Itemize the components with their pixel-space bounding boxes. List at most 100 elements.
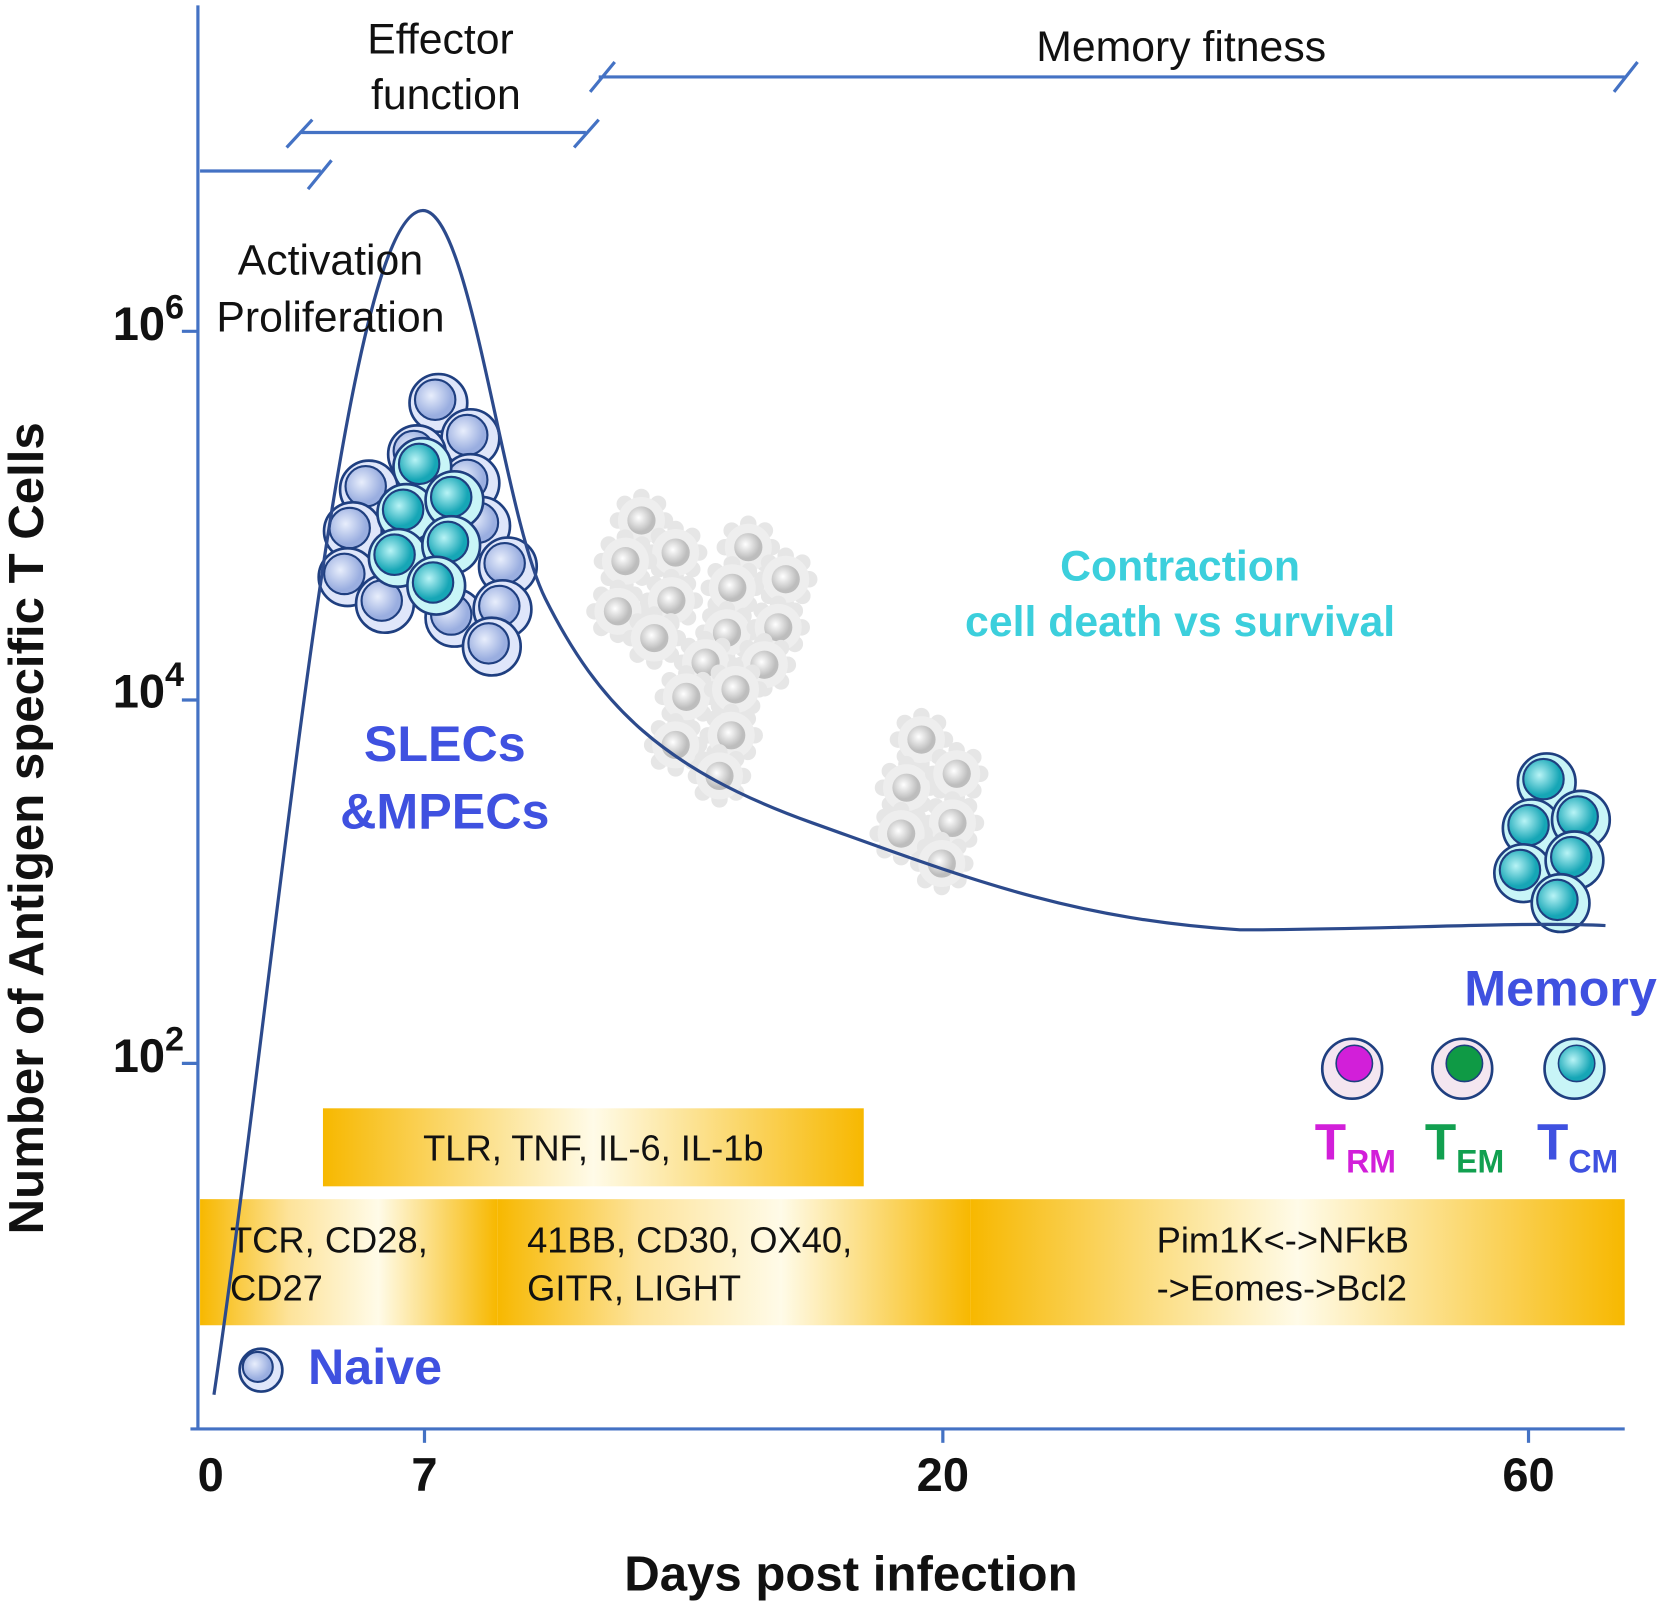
cell-nucleus <box>721 675 750 704</box>
signal-label: TCR, CD28, <box>230 1220 428 1261</box>
cell <box>622 606 687 670</box>
tick-exponent: 4 <box>165 656 184 694</box>
population-curve <box>212 208 1606 1395</box>
signal-label: TLR, TNF, IL-6, IL-1b <box>423 1128 764 1169</box>
cell <box>869 801 933 866</box>
cell <box>238 1347 284 1393</box>
phase-label: Activation <box>238 237 423 285</box>
x-tick-label: 7 <box>411 1448 437 1501</box>
subset-label: TEM <box>1425 1114 1504 1180</box>
cell-nucleus <box>907 725 936 754</box>
cell <box>1530 872 1591 934</box>
cell-nucleus <box>429 475 473 519</box>
subset-label: TCM <box>1537 1114 1618 1180</box>
x-tick-label: 60 <box>1502 1448 1554 1501</box>
signal-bar <box>200 1199 498 1326</box>
cell-nucleus <box>672 682 701 711</box>
y-tick-label: 106 <box>113 288 184 349</box>
cell-nucleus <box>1550 835 1593 879</box>
tick-base: 10 <box>113 1029 165 1082</box>
cell-nucleus <box>411 561 455 604</box>
cells <box>238 372 1612 1393</box>
signal-label: GITR, LIGHT <box>527 1268 741 1309</box>
cell-nucleus <box>938 808 967 838</box>
phase-label: cell death vs survival <box>965 598 1395 646</box>
phase-label: Proliferation <box>216 293 444 341</box>
x-axis-title: Days post infection <box>624 1546 1077 1601</box>
cell-nucleus <box>467 622 510 665</box>
signal-label: Pim1K<->NFkB <box>1157 1220 1409 1261</box>
cell <box>406 555 467 616</box>
signal-bar <box>970 1199 1625 1326</box>
subset-nucleus <box>1335 1044 1374 1083</box>
cell-nucleus <box>611 546 640 576</box>
cell-nucleus <box>718 573 747 602</box>
subset-nucleus <box>1557 1044 1596 1083</box>
phase-label: function <box>371 71 521 119</box>
cell-nucleus <box>657 586 686 615</box>
subset-nucleus <box>1445 1044 1484 1083</box>
cell <box>593 529 658 593</box>
population-label: Naive <box>308 1339 442 1395</box>
subset-main: T <box>1537 1114 1568 1171</box>
cell-nucleus <box>892 773 921 802</box>
cell-nucleus <box>323 552 366 596</box>
cell <box>746 595 810 660</box>
cell-nucleus <box>705 761 734 791</box>
cell <box>424 469 485 531</box>
cell <box>703 657 768 722</box>
memory-subsets: TRM TEM TCM <box>1315 1037 1618 1180</box>
cell-nucleus <box>445 413 489 457</box>
subset-sub: RM <box>1346 1143 1396 1179</box>
cell-nucleus <box>603 597 633 626</box>
cell-nucleus <box>373 533 416 576</box>
cell-nucleus <box>942 759 971 788</box>
subset-main: T <box>1315 1114 1346 1171</box>
cell-nucleus <box>764 613 793 642</box>
signal-label: ->Eomes->Bcl2 <box>1157 1268 1407 1309</box>
subset-sub: CM <box>1568 1143 1618 1179</box>
cell-nucleus <box>734 533 763 562</box>
y-tick-label: 102 <box>113 1021 184 1082</box>
x-tick-label: 20 <box>917 1448 969 1501</box>
tick-base: 10 <box>113 297 165 350</box>
cell <box>687 744 752 808</box>
cell <box>408 372 469 434</box>
phase-label: Effector <box>367 15 514 63</box>
cell-nucleus <box>397 442 441 486</box>
cell-nucleus <box>1507 803 1550 847</box>
cell-nucleus <box>413 378 457 421</box>
cell <box>440 407 501 469</box>
phase-label: Contraction <box>1060 542 1300 590</box>
phase-brackets <box>200 60 1639 191</box>
cell-nucleus <box>241 1350 274 1383</box>
subset-sub: EM <box>1456 1143 1504 1179</box>
cell-nucleus <box>640 623 669 653</box>
cell <box>376 482 437 544</box>
tick-exponent: 2 <box>165 1021 184 1059</box>
signal-bar <box>497 1199 971 1326</box>
signal-label: CD27 <box>230 1268 323 1309</box>
tick-marks <box>181 329 1531 1443</box>
cell <box>1516 752 1577 813</box>
population-label: &MPECs <box>340 783 549 839</box>
cell-nucleus <box>887 819 916 848</box>
cell-nucleus <box>483 541 526 585</box>
population-label: SLECs <box>364 716 526 772</box>
y-axis-title: Number of Antigen specific T Cells <box>0 422 54 1234</box>
cell-nucleus <box>661 538 690 567</box>
tick-base: 10 <box>113 665 165 718</box>
subset-main: T <box>1425 1114 1456 1171</box>
cell-nucleus <box>717 721 746 750</box>
phase-label: Memory fitness <box>1036 23 1326 71</box>
cell <box>322 500 384 562</box>
x-tick-label: 0 <box>198 1448 224 1501</box>
cell-nucleus <box>381 488 425 532</box>
population-label: Memory <box>1464 961 1657 1017</box>
cell-nucleus <box>771 565 800 594</box>
cell <box>461 616 523 677</box>
cell-nucleus <box>1536 878 1579 922</box>
